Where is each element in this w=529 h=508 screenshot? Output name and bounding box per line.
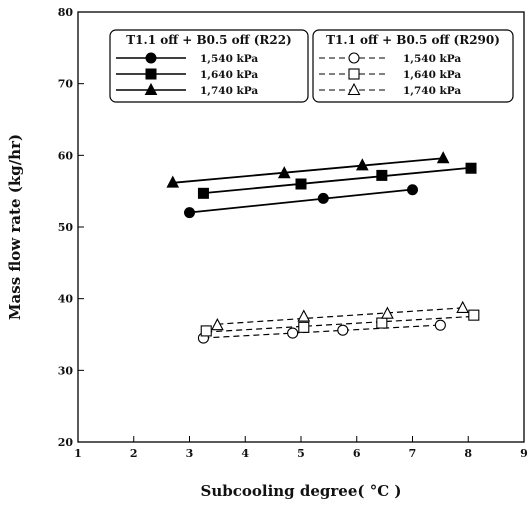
x-tick-label: 4	[241, 447, 249, 460]
legend-entry: 1,540 kPa	[319, 52, 461, 65]
data-point	[376, 317, 388, 329]
x-tick-label: 8	[464, 447, 472, 460]
series-line	[172, 157, 444, 184]
x-tick-label: 1	[74, 447, 82, 460]
series-square-r290	[200, 309, 480, 337]
data-point	[381, 306, 394, 319]
legend-r22-title: T1.1 off + B0.5 off (R22)	[126, 33, 292, 47]
data-point	[456, 300, 470, 314]
legend-entry: 1,740 kPa	[116, 82, 258, 97]
legend-label: 1,740 kPa	[200, 85, 258, 97]
y-axis-title: Mass flow rate (kg/hr)	[6, 134, 24, 320]
y-tick-label: 20	[58, 436, 74, 449]
series-circle-r290	[197, 319, 446, 344]
legend-r290-title: T1.1 off + B0.5 off (R290)	[326, 33, 500, 47]
legend-marker	[348, 68, 360, 80]
data-point	[295, 178, 307, 190]
data-point	[298, 321, 310, 333]
legend-marker	[144, 82, 158, 95]
legend-r290-entries: 1,540 kPa 1,640 kPa 1,740 kPa	[319, 52, 461, 97]
series-square-r22	[197, 162, 477, 199]
legend-label: 1,640 kPa	[403, 69, 461, 81]
data-point	[407, 184, 418, 196]
y-tick-label: 30	[58, 364, 74, 377]
legend-entry: 1,640 kPa	[116, 68, 258, 81]
data-point	[436, 151, 450, 164]
series-line	[189, 188, 413, 214]
series-line	[217, 307, 463, 325]
legend-label: 1,640 kPa	[200, 69, 258, 81]
legend-r22-box	[109, 29, 309, 103]
legend-entry: 1,740 kPa	[319, 82, 461, 97]
x-tick-label: 2	[130, 447, 138, 460]
legend-marker	[145, 68, 157, 80]
legend-label: 1,540 kPa	[200, 53, 258, 65]
x-tick-label: 5	[297, 447, 305, 460]
x-tick-label: 7	[409, 447, 417, 460]
x-axis-title: Subcooling degree( °C )	[201, 482, 402, 500]
x-tick-label: 9	[520, 447, 528, 460]
series-line	[203, 324, 441, 339]
data-point	[197, 187, 209, 199]
x-tick-label: 3	[186, 447, 194, 460]
legend-entry: 1,640 kPa	[319, 68, 461, 81]
series-triangle-r22	[166, 151, 450, 188]
data-point	[434, 319, 446, 331]
x-tick-label: 6	[353, 447, 361, 460]
series-circle-r22	[184, 184, 418, 219]
data-point	[376, 169, 388, 181]
series-line	[203, 166, 472, 195]
legend-marker	[145, 52, 157, 64]
data-point	[210, 317, 224, 331]
series-line	[206, 315, 474, 333]
legend-marker	[348, 52, 360, 64]
legend-marker	[347, 82, 361, 96]
data-point	[200, 325, 212, 337]
data-point	[287, 327, 299, 339]
y-tick-label: 40	[58, 293, 74, 306]
y-tick-label: 50	[58, 221, 74, 234]
y-tick-label: 60	[58, 149, 74, 162]
data-point	[355, 158, 369, 171]
data-point	[465, 162, 477, 174]
axis-ticks: 1 2 3 4 5 6 7 8 9 20 30 40 50 60 70 80	[58, 6, 528, 460]
legend-r22: T1.1 off + B0.5 off (R22) 1,540 kPa 1,640…	[109, 29, 309, 103]
data-point	[277, 166, 291, 179]
y-tick-label: 80	[58, 6, 74, 19]
data-point	[184, 207, 195, 219]
data-point	[337, 324, 349, 336]
data-point	[166, 175, 180, 188]
data-point	[297, 309, 311, 322]
y-tick-label: 70	[58, 78, 74, 91]
legend-r22-entries: 1,540 kPa 1,640 kPa 1,740 kPa	[116, 52, 258, 97]
legend-label: 1,540 kPa	[403, 53, 461, 65]
legend-entry: 1,540 kPa	[116, 52, 258, 65]
legend-r290: T1.1 off + B0.5 off (R290) 1,540 kPa 1,64…	[312, 29, 514, 103]
series-triangle-r290	[210, 300, 470, 331]
legend-label: 1,740 kPa	[403, 85, 461, 97]
data-point	[317, 192, 329, 204]
legend-r290-box	[312, 29, 514, 103]
data-point	[468, 309, 480, 321]
series-layer	[166, 151, 480, 344]
